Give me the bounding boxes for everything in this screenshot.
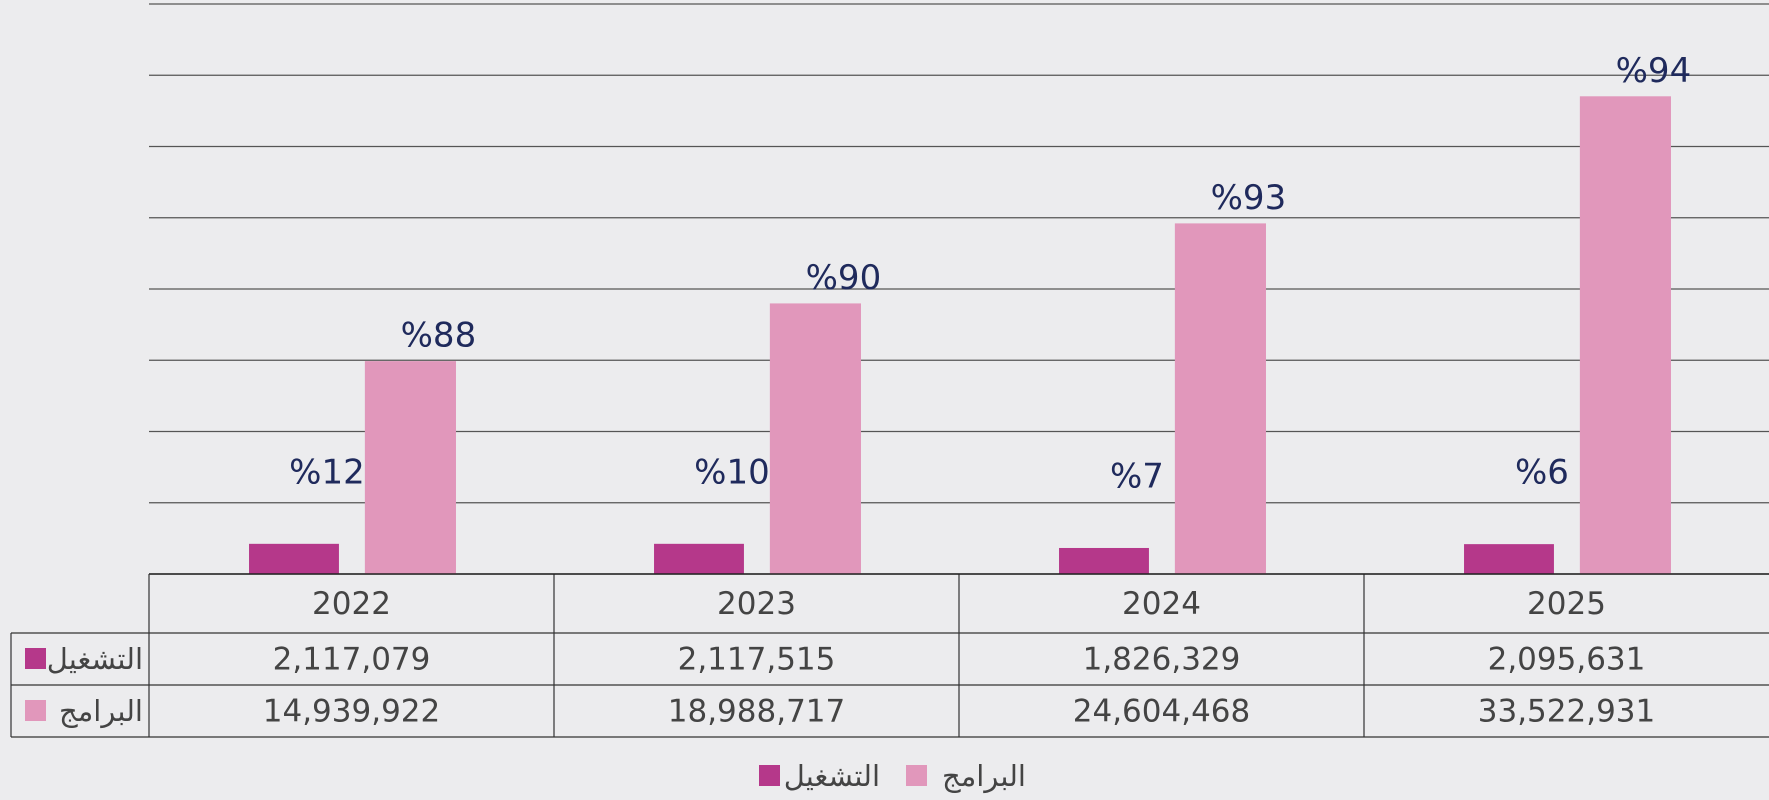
- percent-label: %90: [806, 258, 882, 298]
- table-value: 18,988,717: [668, 694, 846, 730]
- table-value: 2,117,515: [678, 642, 836, 678]
- x-tick-label: 2024: [1122, 586, 1201, 622]
- bar: [1579, 96, 1671, 575]
- legend-label: البرامج: [942, 759, 1026, 793]
- percent-label: %12: [289, 452, 365, 492]
- row-swatch: [25, 700, 46, 721]
- table-value: 2,095,631: [1488, 642, 1646, 678]
- table-value: 14,939,922: [263, 694, 441, 730]
- legend-label: التشغيل: [784, 759, 880, 793]
- row-label: البرامج: [59, 694, 143, 728]
- table-value: 24,604,468: [1073, 694, 1251, 730]
- legend-swatch: [759, 765, 780, 786]
- table-value: 1,826,329: [1083, 642, 1241, 678]
- bar: [654, 543, 744, 574]
- x-tick-label: 2025: [1527, 586, 1606, 622]
- x-tick-label: 2022: [312, 586, 391, 622]
- percent-label: %10: [694, 452, 770, 492]
- table-value: 2,117,079: [273, 642, 431, 678]
- percent-label: %7: [1110, 456, 1164, 496]
- table-value: 33,522,931: [1478, 694, 1656, 730]
- legend-swatch: [906, 765, 927, 786]
- percent-label: %94: [1616, 51, 1692, 91]
- percent-label: %93: [1211, 178, 1287, 218]
- bar: [249, 543, 339, 574]
- bar: [1174, 223, 1266, 574]
- bar: [1464, 544, 1554, 574]
- bar: [769, 303, 861, 574]
- percent-label: %6: [1515, 453, 1569, 493]
- percent-label: %88: [401, 316, 477, 356]
- row-label: التشغيل: [47, 642, 143, 676]
- bar: [1059, 547, 1149, 574]
- x-tick-label: 2023: [717, 586, 796, 622]
- row-swatch: [25, 648, 46, 669]
- bar: [364, 361, 456, 574]
